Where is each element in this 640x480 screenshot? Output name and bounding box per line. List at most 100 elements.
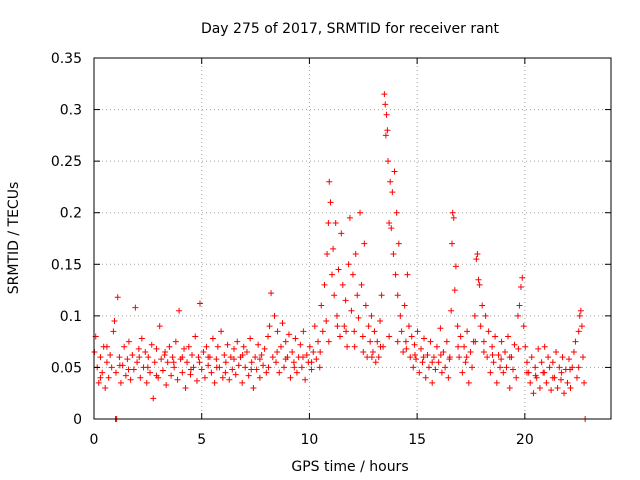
data-point <box>208 369 215 376</box>
data-point <box>148 341 155 348</box>
data-point <box>226 376 233 383</box>
data-point <box>298 364 305 371</box>
data-point <box>205 354 212 361</box>
data-point <box>437 352 444 359</box>
data-point <box>245 372 252 379</box>
data-point <box>108 364 115 371</box>
data-point <box>522 343 529 350</box>
x-axis-label: GPS time / hours <box>291 459 408 475</box>
data-point <box>387 178 394 185</box>
data-point <box>389 189 396 196</box>
data-point <box>211 379 218 386</box>
data-point <box>367 338 374 345</box>
data-point <box>400 348 407 355</box>
data-point <box>134 359 141 366</box>
data-point <box>558 369 565 376</box>
data-point <box>480 338 487 345</box>
data-point <box>414 328 421 335</box>
data-point <box>163 381 170 388</box>
data-point <box>338 230 345 237</box>
data-point <box>500 369 507 376</box>
data-point <box>181 345 188 352</box>
data-point <box>224 341 231 348</box>
data-point <box>573 374 580 381</box>
data-point <box>410 364 417 371</box>
data-point <box>382 101 389 108</box>
data-point <box>240 343 247 350</box>
data-point <box>358 281 365 288</box>
data-point <box>308 366 315 373</box>
data-point <box>268 290 275 297</box>
data-point <box>151 359 158 366</box>
data-point <box>548 387 555 394</box>
data-point <box>403 345 410 352</box>
data-point <box>475 276 482 283</box>
data-point <box>511 341 518 348</box>
data-point <box>335 266 342 273</box>
data-point <box>462 359 469 366</box>
data-point <box>523 359 530 366</box>
data-point <box>346 214 353 221</box>
data-point <box>405 323 412 330</box>
data-point <box>433 343 440 350</box>
data-point <box>503 364 510 371</box>
data-point <box>127 376 134 383</box>
data-point <box>114 294 121 301</box>
data-point <box>205 362 212 369</box>
data-point <box>516 302 523 309</box>
data-point <box>213 356 220 363</box>
data-point <box>143 379 150 386</box>
data-point <box>541 369 548 376</box>
data-point <box>310 348 317 355</box>
data-point <box>193 377 200 384</box>
data-point <box>372 359 379 366</box>
data-point <box>289 348 296 355</box>
data-point <box>150 395 157 402</box>
data-point <box>445 374 452 381</box>
data-point <box>164 359 171 366</box>
data-point <box>124 356 131 363</box>
data-point <box>392 271 399 278</box>
data-point <box>383 111 390 118</box>
data-point <box>321 281 328 288</box>
data-point <box>153 345 160 352</box>
data-point <box>471 312 478 319</box>
data-point <box>422 374 429 381</box>
data-point <box>280 364 287 371</box>
data-point <box>196 359 203 366</box>
data-point <box>567 366 574 373</box>
data-point <box>290 359 297 366</box>
data-point <box>117 379 124 386</box>
data-point <box>427 338 434 345</box>
data-point <box>349 271 356 278</box>
data-point <box>300 328 307 335</box>
data-point <box>265 333 272 340</box>
data-point <box>421 335 428 342</box>
data-point <box>232 371 239 378</box>
data-point <box>318 302 325 309</box>
data-point <box>365 323 372 330</box>
data-point <box>274 348 281 355</box>
data-point <box>490 359 497 366</box>
data-point <box>384 127 391 134</box>
data-point <box>455 343 462 350</box>
data-point <box>189 352 196 359</box>
data-point <box>297 341 304 348</box>
data-point <box>459 369 466 376</box>
data-point <box>480 348 487 355</box>
data-point <box>535 345 542 352</box>
data-points <box>91 91 589 422</box>
y-tick-label: 0.05 <box>51 360 82 376</box>
data-point <box>192 333 199 340</box>
data-point <box>97 354 104 361</box>
data-point <box>323 318 330 325</box>
data-point <box>209 335 216 342</box>
data-point <box>565 356 572 363</box>
data-point <box>386 333 393 340</box>
data-point <box>429 359 436 366</box>
data-point <box>451 287 458 294</box>
data-point <box>446 356 453 363</box>
data-point <box>442 364 449 371</box>
data-point <box>374 338 381 345</box>
data-point <box>348 307 355 314</box>
